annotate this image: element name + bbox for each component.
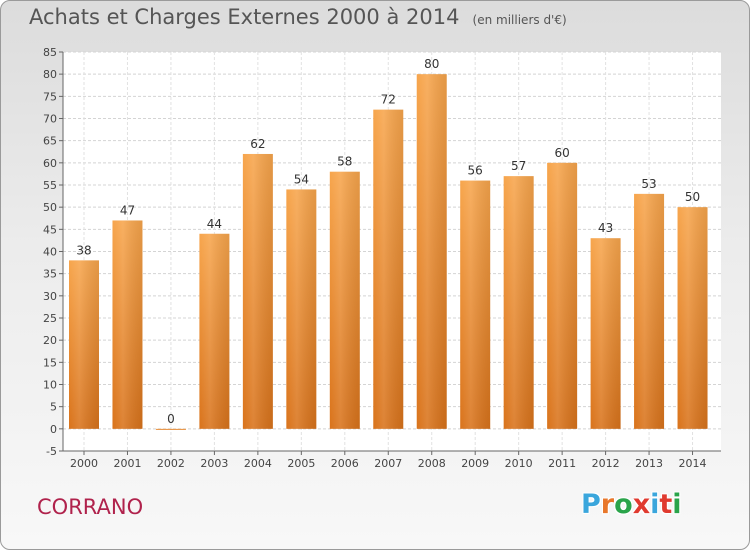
bar-shade — [329, 171, 360, 429]
y-tick-label: 30 — [43, 290, 57, 303]
x-tick-label: 2013 — [635, 457, 663, 470]
bar-shade — [547, 162, 578, 429]
commune-name: CORRANO — [37, 495, 144, 519]
bar-shade — [503, 176, 534, 429]
bar-value-label: 50 — [685, 190, 700, 204]
x-tick-label: 2001 — [113, 457, 141, 470]
bar-shade — [69, 260, 99, 429]
bar-layer: 38 47 0 44 62 54 58 72 80 56 57 60 43 53 50 — [69, 57, 708, 430]
bar-shade — [286, 189, 317, 429]
y-tick-label: 40 — [43, 246, 57, 259]
axis-layer: -5 0 5 10 15 20 25 30 35 40 45 50 55 60 65 70 75 80 85 2000… — [43, 46, 721, 470]
logo-letter: i — [650, 489, 660, 520]
x-tick-label: 2000 — [70, 457, 98, 470]
bar-shade — [242, 153, 273, 429]
y-tick-label: 60 — [43, 157, 57, 170]
bar-value-label: 60 — [554, 146, 569, 160]
bar-value-label: 80 — [424, 57, 439, 71]
y-tick-label: 5 — [50, 401, 57, 414]
bar-value-label: 43 — [598, 221, 613, 235]
bar-shade — [460, 180, 491, 429]
bar-value-label: 47 — [120, 203, 135, 217]
bar-value-label: 57 — [511, 159, 526, 173]
logo-letter: t — [659, 489, 673, 520]
y-tick-label: 70 — [43, 113, 57, 126]
bar-value-label: 62 — [250, 137, 265, 151]
title-row: Achats et Charges Externes 2000 à 2014 (… — [29, 5, 567, 29]
bar-shade — [112, 220, 143, 429]
logo-letter: o — [614, 489, 633, 520]
chart-title: Achats et Charges Externes 2000 à 2014 — [29, 5, 460, 29]
y-tick-label: 20 — [43, 334, 57, 347]
bar-shade — [634, 193, 665, 429]
y-tick-label: 0 — [50, 423, 57, 436]
y-tick-label: 50 — [43, 201, 57, 214]
bar-value-label: 44 — [207, 217, 222, 231]
logo-letter: i — [672, 489, 682, 520]
x-tick-label: 2004 — [244, 457, 272, 470]
x-tick-label: 2014 — [679, 457, 707, 470]
x-tick-label: 2003 — [200, 457, 228, 470]
y-tick-label: 10 — [43, 379, 57, 392]
x-tick-label: 2005 — [287, 457, 315, 470]
bar-value-label: 58 — [337, 155, 352, 169]
bar-shade — [677, 207, 708, 429]
logo-letter: r — [600, 489, 615, 520]
logo-letter: P — [581, 489, 601, 520]
y-tick-label: 85 — [43, 46, 57, 59]
y-tick-label: -5 — [46, 445, 57, 458]
x-tick-label: 2010 — [505, 457, 533, 470]
x-tick-label: 2006 — [331, 457, 359, 470]
y-tick-label: 25 — [43, 312, 57, 325]
y-tick-label: 65 — [43, 135, 57, 148]
y-tick-label: 75 — [43, 90, 57, 103]
y-tick-label: 35 — [43, 268, 57, 281]
x-tick-label: 2008 — [418, 457, 446, 470]
bar-shade — [373, 109, 404, 429]
y-tick-label: 55 — [43, 179, 57, 192]
y-tick-label: 80 — [43, 68, 57, 81]
bar-value-label: 72 — [381, 93, 396, 107]
bar-value-label: 53 — [641, 177, 656, 191]
bar-value-label: 0 — [167, 412, 175, 426]
chart-subtitle: (en milliers d'€) — [472, 13, 567, 27]
bar-shade — [199, 233, 230, 429]
x-tick-label: 2012 — [592, 457, 620, 470]
logo-letter: x — [632, 489, 651, 520]
proxiti-logo[interactable]: Proxiti — [581, 489, 682, 520]
x-tick-label: 2009 — [461, 457, 489, 470]
bar — [155, 428, 186, 430]
bar-shade — [416, 74, 447, 429]
x-tick-label: 2002 — [157, 457, 185, 470]
bar-value-label: 38 — [76, 243, 91, 257]
x-tick-label: 2007 — [374, 457, 402, 470]
y-tick-label: 15 — [43, 356, 57, 369]
bar-value-label: 56 — [468, 164, 483, 178]
bar-shade — [590, 238, 621, 429]
x-tick-label: 2011 — [548, 457, 576, 470]
y-tick-label: 45 — [43, 223, 57, 236]
bar-value-label: 54 — [294, 172, 309, 186]
